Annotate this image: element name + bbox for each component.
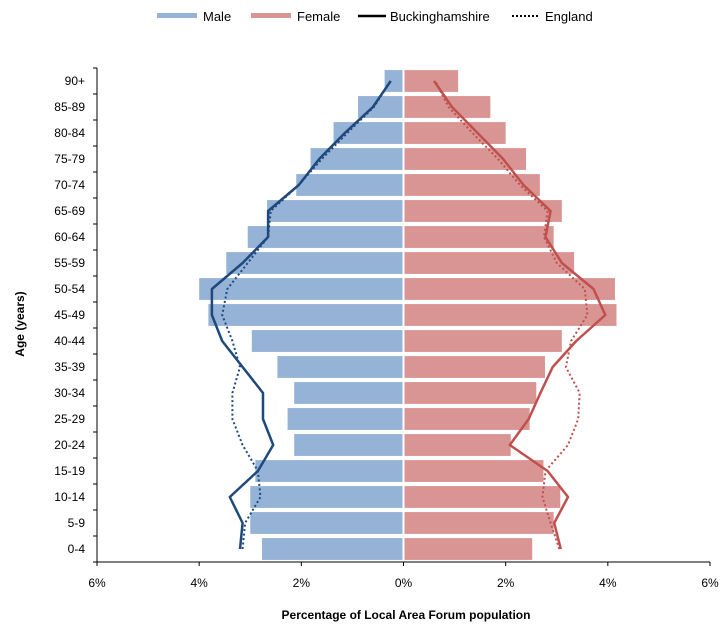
bar-female [405,70,459,92]
bar-male [296,174,402,196]
bar-female [405,512,554,534]
bar-female [405,382,537,404]
y-tick-label: 50-54 [54,282,85,296]
bar-female [405,486,561,508]
bar-male [250,486,402,508]
y-tick-label: 10-14 [54,490,85,504]
y-tick-label: 20-24 [54,438,85,452]
bar-male [262,538,402,560]
bar-male [385,70,403,92]
bar-female [405,252,575,274]
bar-female [405,460,544,482]
legend-label-male: Male [203,9,231,24]
y-tick-label: 90+ [65,74,85,88]
x-tick-label: 4% [599,576,617,590]
y-tick-label: 35-39 [54,360,85,374]
bar-female [405,356,545,378]
bar-female [405,122,506,144]
x-tick-label: 4% [190,576,208,590]
y-tick-label: 60-64 [54,230,85,244]
bar-female [405,538,533,560]
legend-swatch-female [251,13,291,18]
y-tick-label: 70-74 [54,178,85,192]
y-tick-label: 15-19 [54,464,85,478]
y-tick-label: 25-29 [54,412,85,426]
legend-label-england: England [545,9,593,24]
bar-male [267,200,402,222]
bar-male [226,252,402,274]
bar-male [255,460,402,482]
y-tick-label: 0-4 [68,542,86,556]
bar-female [405,330,562,352]
y-tick-label: 30-34 [54,386,85,400]
bar-male [288,408,403,430]
bar-male [199,278,402,300]
bar-female [405,174,540,196]
bar-female [405,408,530,430]
y-tick-label: 55-59 [54,256,85,270]
legend-item-england: England [512,9,593,24]
y-tick-label: 85-89 [54,100,85,114]
bar-male [252,330,403,352]
bar-male [248,226,403,248]
legend-item-female: Female [251,9,340,24]
legend-item-male: Male [157,9,231,24]
bar-female [405,304,617,326]
bar-female [405,434,511,456]
y-tick-label: 40-44 [54,334,85,348]
bar-male [294,434,402,456]
bar-male [294,382,402,404]
bar-male [250,512,402,534]
y-tick-label: 45-49 [54,308,85,322]
x-axis-title: Percentage of Local Area Forum populatio… [282,608,531,622]
bar-male [208,304,402,326]
x-tick-label: 2% [497,576,515,590]
legend-label-female: Female [297,9,340,24]
x-tick-label: 6% [88,576,106,590]
bars-layer [199,70,616,560]
legend: Male Female Buckinghamshire England [157,9,593,24]
y-tick-label: 80-84 [54,126,85,140]
bar-male [277,356,402,378]
legend-label-buckinghamshire: Buckinghamshire [390,9,490,24]
y-tick-label: 5-9 [68,516,86,530]
y-tick-label: 65-69 [54,204,85,218]
y-axis-title: Age (years) [13,291,27,356]
legend-swatch-male [157,13,197,18]
x-tick-label: 6% [701,576,719,590]
x-tick-label: 0% [395,576,413,590]
x-tick-label: 2% [293,576,311,590]
y-tick-label: 75-79 [54,152,85,166]
axes-layer: 0-4 5-9 10-14 15-19 20-24 25-29 30-34 35-39 40-4… [54,68,719,590]
bar-female [405,226,554,248]
legend-item-buckinghamshire: Buckinghamshire [358,9,490,24]
bar-male [311,148,403,170]
